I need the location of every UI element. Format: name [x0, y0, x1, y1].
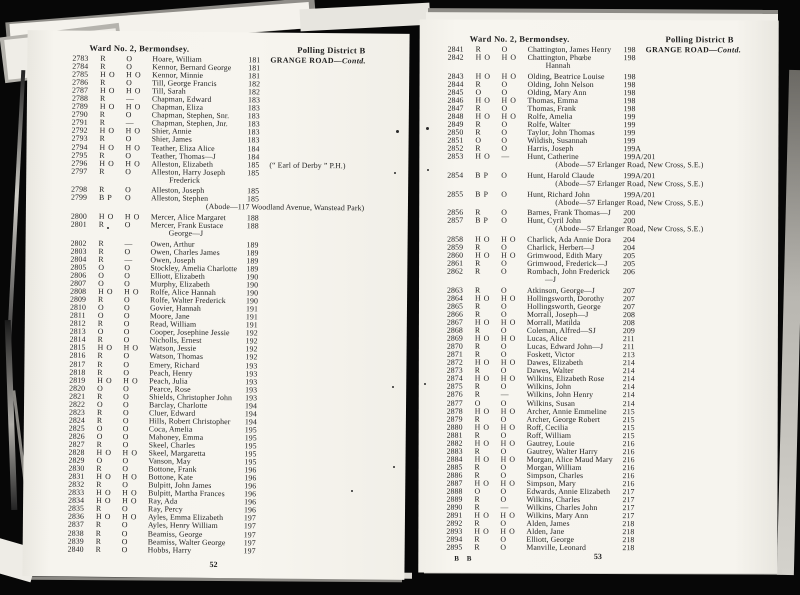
street-heading: GRANGE ROAD—Contd.: [645, 45, 742, 55]
right-page: Ward No. 2, Bermondsey. Polling District…: [418, 19, 779, 574]
ink-speck: [107, 227, 109, 229]
ink-speck: [393, 466, 395, 468]
page-header: Ward No. 2, Bermondsey. Polling District…: [420, 20, 779, 47]
register-entries: 2783 R O Hoare, William 181 GRANGE ROAD—Contd…: [23, 54, 410, 556]
polling-district-title: Polling District B: [297, 44, 366, 56]
entry-note: (“ Earl of Derby ” P.H.): [269, 160, 346, 170]
ink-speck: [351, 490, 353, 492]
page-stack-edge: [299, 2, 431, 32]
ward-title: Ward No. 2, Bermondsey.: [469, 33, 570, 44]
ink-speck: [396, 130, 399, 133]
page-number: 53: [593, 551, 602, 562]
abode-note: (Abode—57 Erlanger Road, New Cross, S.E.…: [555, 160, 704, 170]
polling-district-title: Polling District B: [665, 34, 734, 45]
ward-title: Ward No. 2, Bermondsey.: [89, 42, 190, 54]
left-page: Ward No. 2, Bermondsey. Polling District…: [22, 30, 410, 580]
abode-note: (Abode—57 Erlanger Road, New Cross, S.E.…: [555, 178, 704, 189]
spine-highlight: [6, 70, 26, 350]
ink-speck: [392, 386, 394, 388]
ink-speck: [424, 383, 426, 385]
page-edge-sliver: [776, 69, 800, 576]
ink-speck: [427, 169, 429, 171]
register-entries: 2841 R O Chattington, James Henry 198 GRANGE …: [418, 45, 778, 553]
ink-speck: [394, 172, 396, 174]
street-heading: GRANGE ROAD—Contd.: [270, 55, 366, 66]
ink-speck: [426, 127, 429, 130]
abode-note: (Abode—57 Erlanger Road, New Cross, S.E.…: [555, 197, 704, 207]
page-number: 52: [209, 559, 218, 570]
abode-note: (Abode—57 Erlanger Road, New Cross, S.E.…: [555, 224, 704, 234]
